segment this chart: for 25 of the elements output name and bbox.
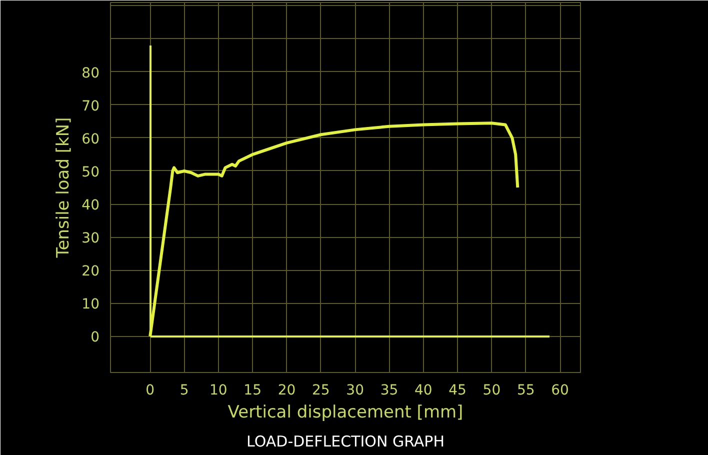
x-tick-label: 30 (346, 382, 364, 398)
y-tick-label: 40 (82, 198, 100, 214)
x-tick-label: 60 (551, 382, 569, 398)
x-tick-label: 0 (146, 382, 155, 398)
y-tick-label: 70 (82, 98, 100, 114)
y-tick-label: 80 (82, 65, 100, 82)
y-tick-label: 30 (82, 230, 100, 247)
x-tick-label: 15 (244, 382, 262, 398)
x-axis-title: Vertical displacement [mm] (228, 402, 464, 422)
y-tick-label: 10 (82, 296, 100, 313)
x-tick-label: 25 (312, 382, 330, 398)
x-tick-label: 35 (380, 382, 398, 398)
text: LOAD-DEFLECTION GRAPH (246, 432, 444, 450)
x-tick-label: 55 (516, 382, 535, 398)
y-tick-label: 20 (82, 264, 100, 280)
x-tick-label: 50 (482, 382, 501, 398)
x-tick-label: 45 (448, 382, 466, 398)
y-tick-label: 60 (82, 131, 100, 148)
y-tick-label: 50 (82, 164, 100, 180)
x-tick-label: 20 (278, 382, 296, 398)
y-tick-label: 0 (90, 330, 100, 346)
x-tick-label: 40 (414, 382, 432, 398)
y-axis-title: Tensile load [kN] (54, 117, 74, 259)
x-tick-label: 5 (180, 382, 189, 398)
x-tick-label: 10 (210, 382, 228, 398)
